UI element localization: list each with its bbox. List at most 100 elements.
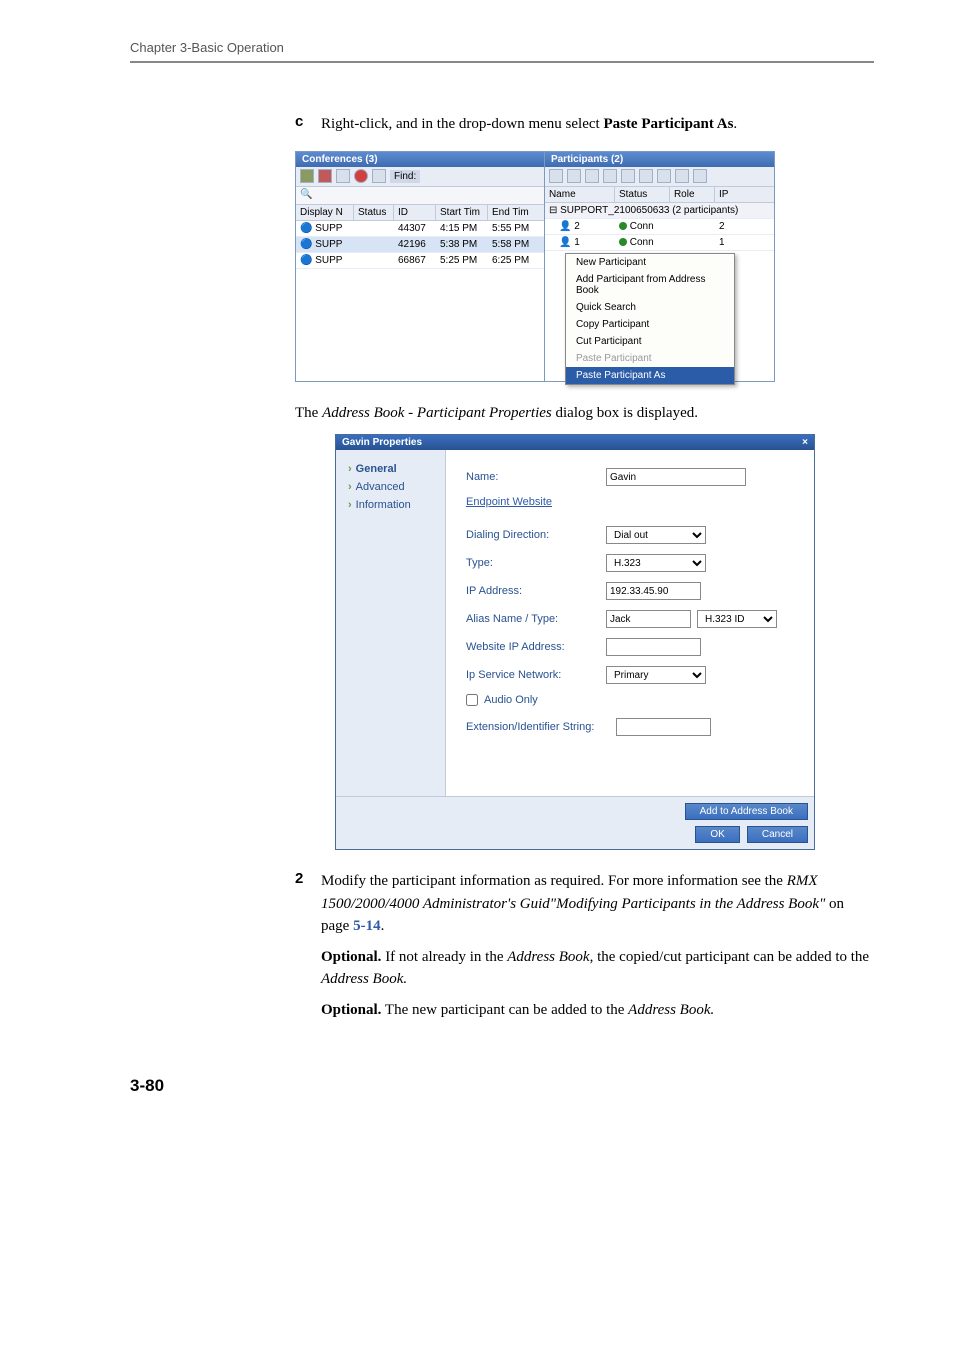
ok-button[interactable]: OK [695, 826, 739, 843]
dialing-label: Dialing Direction: [466, 529, 606, 541]
pcol-ip: IP [715, 187, 755, 202]
edit-icon[interactable] [336, 169, 350, 183]
dialog-titlebar: Gavin Properties × [336, 435, 814, 450]
chevron-icon: › [348, 499, 352, 511]
cut-icon[interactable] [603, 169, 617, 183]
pause-icon[interactable] [372, 169, 386, 183]
step-2-optional2: Optional. The new participant can be add… [321, 999, 874, 1022]
table-row[interactable]: 🔵 SUPP 44307 4:15 PM 5:55 PM [296, 221, 544, 237]
step-c-pre: Right-click, and in the drop-down menu s… [321, 116, 603, 132]
prow-name-1: 1 [574, 237, 580, 248]
prow-ip-0: 2 [715, 219, 755, 234]
row-status-1 [354, 237, 394, 252]
alias-label: Alias Name / Type: [466, 613, 606, 625]
prow-name-0: 2 [574, 221, 580, 232]
participants-table-header: Name Status Role IP [545, 187, 774, 203]
dialog-sidebar: ›General ›Advanced ›Information [336, 450, 446, 796]
audio-only-checkbox[interactable] [466, 694, 478, 706]
alias-type-select[interactable]: H.323 ID [697, 610, 777, 628]
more-icon[interactable] [693, 169, 707, 183]
sidebar-item-general[interactable]: ›General [336, 460, 445, 478]
row-start-1: 5:38 PM [436, 237, 488, 252]
group-row: ⊟ SUPPORT_2100650633 (2 participants) [545, 203, 774, 219]
status-dot-icon [619, 238, 627, 246]
participants-title: Participants (2) [545, 152, 774, 167]
add-to-address-book-button[interactable]: Add to Address Book [685, 803, 808, 820]
conf-icon: 🔵 [300, 255, 312, 266]
menu-cut-participant[interactable]: Cut Participant [566, 333, 734, 350]
table-row[interactable]: 🔵 SUPP 42196 5:38 PM 5:58 PM [296, 237, 544, 253]
caption-1: The Address Book - Participant Propertie… [295, 402, 874, 425]
participant-icon: 👤 [559, 237, 571, 248]
s2-l3-bold: Optional. [321, 1002, 381, 1018]
record-icon[interactable] [354, 169, 368, 183]
row-end-2: 6:25 PM [488, 253, 536, 268]
row-id-1: 42196 [394, 237, 436, 252]
row-start-0: 4:15 PM [436, 221, 488, 236]
link-icon[interactable] [585, 169, 599, 183]
sidebar-item-advanced[interactable]: ›Advanced [336, 478, 445, 496]
cap1-italic: Address Book - Participant Properties [322, 405, 552, 421]
row-id-0: 44307 [394, 221, 436, 236]
info-icon[interactable] [657, 169, 671, 183]
ip-label: IP Address: [466, 585, 606, 597]
menu-quick-search[interactable]: Quick Search [566, 299, 734, 316]
type-select[interactable]: H.323 [606, 554, 706, 572]
ext-input[interactable] [616, 718, 711, 736]
prow-role-0 [670, 219, 715, 234]
row-end-0: 5:55 PM [488, 221, 536, 236]
menu-new-participant[interactable]: New Participant [566, 254, 734, 271]
menu-copy-participant[interactable]: Copy Participant [566, 316, 734, 333]
type-label: Type: [466, 557, 606, 569]
step-c-letter: c [295, 113, 321, 130]
network-label: Ip Service Network: [466, 669, 606, 681]
add-participant-icon[interactable] [549, 169, 563, 183]
row-start-2: 5:25 PM [436, 253, 488, 268]
table-row[interactable]: 👤 1 Conn 1 [545, 235, 774, 251]
row-name-1: SUPP [315, 239, 342, 250]
step-2-text: Modify the participant information as re… [321, 870, 874, 938]
participants-toolbar [545, 167, 774, 187]
dialing-select[interactable]: Dial out [606, 526, 706, 544]
col-end: End Tim [488, 205, 536, 220]
menu-add-from-book[interactable]: Add Participant from Address Book [566, 271, 734, 299]
row-id-2: 66867 [394, 253, 436, 268]
row-name-2: SUPP [315, 255, 342, 266]
row-name-0: SUPP [315, 223, 342, 234]
context-menu: New Participant Add Participant from Add… [565, 253, 735, 385]
pcol-status: Status [615, 187, 670, 202]
properties-dialog-screenshot: Gavin Properties × ›General ›Advanced ›I… [295, 434, 874, 850]
gear-icon[interactable] [300, 169, 314, 183]
pcol-role: Role [670, 187, 715, 202]
move-icon[interactable] [621, 169, 635, 183]
ip-input[interactable] [606, 582, 701, 600]
col-display: Display N [296, 205, 354, 220]
view-icon[interactable] [675, 169, 689, 183]
book-icon[interactable] [567, 169, 581, 183]
close-icon[interactable]: × [802, 437, 808, 448]
magnifier-icon[interactable]: 🔍 [300, 189, 312, 200]
conferences-toolbar: Find: [296, 167, 544, 187]
website-label: Website IP Address: [466, 641, 606, 653]
website-input[interactable] [606, 638, 701, 656]
step-2-block: 2 Modify the participant information as … [295, 870, 874, 1021]
table-row[interactable]: 👤 2 Conn 2 [545, 219, 774, 235]
endpoint-website-link[interactable]: Endpoint Website [466, 496, 794, 508]
page-link[interactable]: 5-14 [353, 918, 381, 934]
refresh-icon[interactable] [639, 169, 653, 183]
conf-icon: 🔵 [300, 223, 312, 234]
header-rule [130, 61, 874, 63]
prow-ip-1: 1 [715, 235, 755, 250]
s2-l3-pre: The new participant can be added to the [381, 1002, 628, 1018]
chapter-header: Chapter 3-Basic Operation [130, 40, 874, 55]
table-row[interactable]: 🔵 SUPP 66867 5:25 PM 6:25 PM [296, 253, 544, 269]
s2-l2-italic1: Address Book [507, 949, 589, 965]
menu-paste-participant-as[interactable]: Paste Participant As [566, 367, 734, 384]
network-select[interactable]: Primary [606, 666, 706, 684]
alias-input[interactable] [606, 610, 691, 628]
delete-icon[interactable] [318, 169, 332, 183]
sidebar-item-information[interactable]: ›Information [336, 496, 445, 514]
cancel-button[interactable]: Cancel [747, 826, 808, 843]
name-input[interactable] [606, 468, 746, 486]
step-2-num: 2 [295, 870, 321, 887]
